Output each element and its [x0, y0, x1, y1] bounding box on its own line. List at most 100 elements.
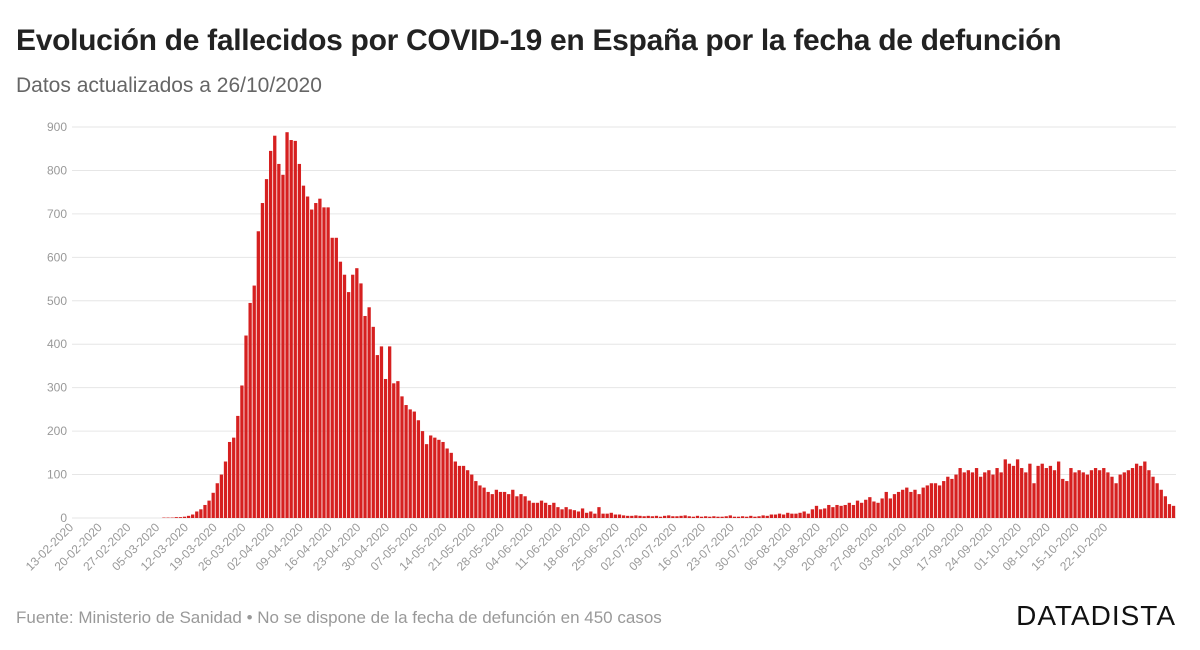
bar — [646, 515, 650, 518]
bar — [1098, 470, 1102, 518]
bar — [716, 516, 720, 518]
y-tick-label: 300 — [47, 381, 67, 395]
bar — [1089, 470, 1094, 518]
bar — [1007, 463, 1012, 518]
bar — [388, 346, 392, 518]
bar — [876, 502, 880, 518]
bar — [519, 494, 523, 518]
bar — [630, 515, 634, 518]
bar — [580, 508, 585, 518]
bar — [269, 150, 273, 518]
bar — [392, 383, 396, 518]
bar — [1147, 470, 1151, 518]
bar — [708, 516, 712, 518]
bar — [753, 516, 757, 518]
bar — [585, 512, 589, 518]
bar — [831, 507, 835, 518]
bar — [264, 179, 269, 518]
bar — [314, 203, 318, 518]
bar — [568, 509, 572, 518]
bar — [174, 517, 178, 518]
bar — [486, 491, 490, 518]
bar — [260, 203, 265, 518]
bar — [946, 476, 950, 518]
bar — [207, 500, 211, 518]
bar — [970, 472, 975, 518]
bar — [835, 504, 839, 518]
bar — [597, 507, 601, 518]
bar — [240, 385, 244, 518]
bar — [1065, 481, 1069, 518]
bar — [178, 517, 183, 518]
bar — [531, 502, 535, 518]
bar — [740, 516, 745, 518]
bar — [855, 500, 860, 518]
bar — [1171, 505, 1176, 518]
bar — [507, 494, 511, 518]
bar — [732, 516, 737, 518]
bar — [782, 514, 786, 518]
bar — [802, 511, 806, 518]
bar — [621, 515, 626, 518]
bar — [465, 470, 470, 518]
bar — [818, 509, 823, 518]
bar — [433, 437, 437, 518]
y-tick-label: 0 — [60, 511, 67, 525]
bar — [404, 405, 408, 518]
bar — [482, 487, 486, 518]
bar — [839, 505, 843, 518]
bar — [256, 231, 260, 518]
bar — [1015, 459, 1020, 518]
bar — [400, 396, 404, 518]
bar — [736, 516, 741, 518]
bar — [650, 516, 654, 518]
bar — [892, 494, 897, 518]
bar — [1130, 468, 1135, 518]
bar — [527, 500, 531, 518]
bar — [408, 409, 412, 518]
chart-subtitle: Datos actualizados a 26/10/2020 — [16, 74, 322, 97]
bar — [1040, 463, 1044, 518]
bar — [211, 492, 215, 518]
bar — [502, 491, 507, 518]
bar — [888, 498, 893, 518]
bar — [798, 512, 802, 518]
bar — [937, 485, 942, 518]
bar — [593, 513, 597, 518]
y-tick-label: 600 — [47, 250, 67, 264]
bar — [589, 511, 593, 518]
bar — [420, 431, 425, 518]
bar — [556, 507, 560, 518]
bar — [667, 515, 671, 518]
bar — [1106, 472, 1110, 518]
bar — [379, 346, 384, 518]
bar — [219, 474, 224, 518]
bar — [1163, 496, 1167, 518]
bar — [1102, 468, 1106, 518]
bar — [814, 505, 819, 518]
bar — [1081, 472, 1085, 518]
bar — [699, 516, 704, 518]
bar — [654, 515, 659, 518]
bar — [182, 516, 187, 518]
bar — [933, 483, 938, 518]
y-axis-ticks: 0 100 200 300 400 500 600 700 800 900 — [47, 120, 67, 525]
bar — [498, 491, 503, 518]
bar — [186, 515, 191, 518]
bar — [794, 513, 798, 518]
bar — [777, 513, 782, 518]
bar — [868, 497, 872, 518]
bar — [346, 292, 351, 518]
bar — [851, 504, 856, 518]
bar — [679, 515, 683, 518]
bar — [195, 511, 199, 518]
bar — [199, 509, 203, 518]
bar — [950, 478, 954, 518]
bar — [724, 516, 728, 518]
bar — [1159, 489, 1163, 518]
bar — [564, 507, 568, 518]
bar — [285, 132, 289, 518]
bar — [232, 437, 236, 518]
bar — [626, 515, 630, 518]
bar — [786, 512, 790, 518]
